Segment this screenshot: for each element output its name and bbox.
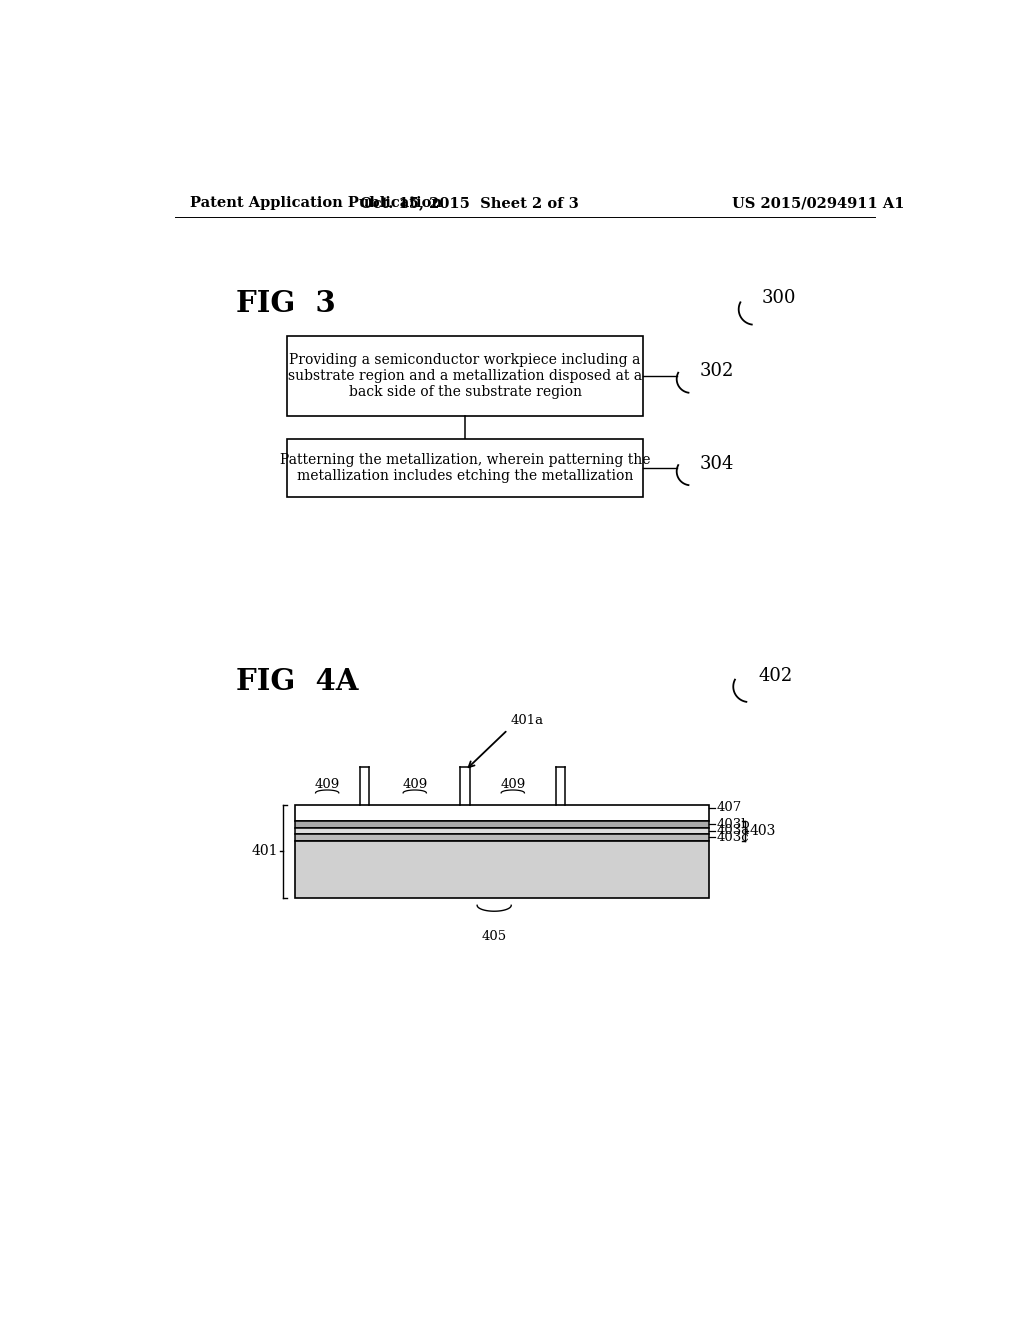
Text: 409: 409 [314, 779, 340, 792]
Bar [295, 841, 710, 898]
Text: 401a: 401a [510, 714, 543, 727]
Bar [287, 335, 643, 416]
Text: Oct. 15, 2015  Sheet 2 of 3: Oct. 15, 2015 Sheet 2 of 3 [359, 197, 579, 210]
Text: 403b: 403b [717, 817, 751, 830]
Text: US 2015/0294911 A1: US 2015/0294911 A1 [731, 197, 904, 210]
Text: 402: 402 [758, 667, 793, 685]
Text: 304: 304 [700, 454, 734, 473]
Text: Providing a semiconductor workpiece including a
substrate region and a metalliza: Providing a semiconductor workpiece incl… [288, 352, 642, 399]
Bar [287, 440, 643, 498]
Text: 407: 407 [717, 801, 742, 814]
Text: 401: 401 [252, 845, 279, 858]
Text: 409: 409 [402, 779, 427, 792]
Text: 300: 300 [762, 289, 797, 308]
Text: Patent Application Publication: Patent Application Publication [190, 197, 442, 210]
Bar [295, 821, 710, 828]
Text: FIG  3: FIG 3 [237, 289, 336, 318]
Bar [295, 828, 710, 834]
Text: Patterning the metallization, wherein patterning the
metallization includes etch: Patterning the metallization, wherein pa… [280, 453, 650, 483]
Text: 403c: 403c [717, 830, 750, 843]
Text: 403: 403 [750, 824, 776, 838]
Bar [295, 805, 710, 821]
Text: 409: 409 [500, 779, 525, 792]
Text: 302: 302 [700, 362, 734, 380]
Bar [295, 834, 710, 841]
Text: 405: 405 [481, 929, 507, 942]
Text: 403a: 403a [717, 824, 751, 837]
Text: FIG  4A: FIG 4A [237, 667, 359, 696]
